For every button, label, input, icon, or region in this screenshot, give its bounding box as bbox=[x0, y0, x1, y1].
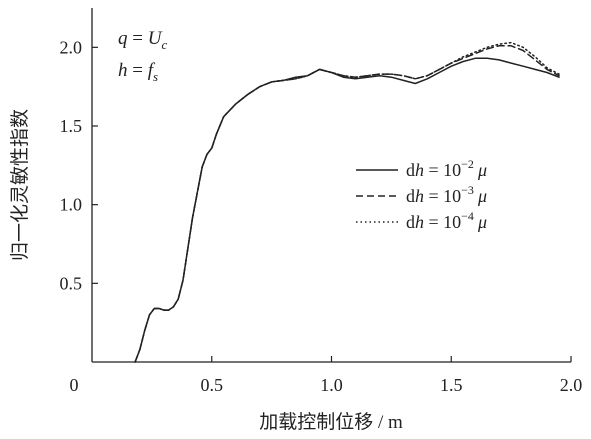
annotation-q-rhs: U bbox=[148, 28, 163, 49]
legend-3-mid: = 10 bbox=[424, 212, 461, 232]
legend-2-exp: −3 bbox=[461, 183, 474, 197]
legend-1-var: h bbox=[415, 160, 424, 180]
annotation-h-rhs: f bbox=[148, 60, 156, 81]
y-tick-label: 1.0 bbox=[60, 195, 83, 215]
legend-1-exp: −2 bbox=[461, 157, 474, 171]
annotation-q: q = Uc bbox=[118, 28, 167, 52]
y-tick-label: 2.0 bbox=[60, 37, 83, 57]
legend-label-1: dh = 10−2 μ bbox=[406, 157, 487, 180]
legend-entry-1: dh = 10−2 μ bbox=[356, 157, 487, 180]
annotation-q-sub: c bbox=[161, 37, 167, 52]
y-ticks: 0.5 1.0 1.5 2.0 bbox=[60, 37, 98, 293]
x-axis-title: 加载控制位移 / m bbox=[259, 411, 403, 433]
annotation-q-eq: = bbox=[128, 28, 148, 49]
x-ticks: 0 0.5 1.0 1.5 2.0 bbox=[70, 356, 583, 395]
legend-2-prefix: d bbox=[406, 186, 415, 206]
series-line-dotted bbox=[134, 41, 560, 363]
annotation-q-lhs: q bbox=[118, 28, 128, 49]
annotation-h-lhs: h bbox=[118, 60, 128, 81]
y-tick-label: 1.5 bbox=[60, 116, 83, 136]
legend-1-prefix: d bbox=[406, 160, 415, 180]
annotation-h-sub: s bbox=[153, 69, 158, 84]
legend-2-var: h bbox=[415, 186, 424, 206]
x-tick-label: 0 bbox=[70, 375, 79, 395]
axes bbox=[91, 8, 571, 363]
legend-3-prefix: d bbox=[406, 212, 415, 232]
annotation-h: h = fs bbox=[118, 60, 158, 84]
legend-1-mid: = 10 bbox=[424, 160, 461, 180]
legend-entry-2: dh = 10−3 μ bbox=[356, 183, 487, 206]
y-axis-title: 归一化灵敏性指数 bbox=[9, 109, 31, 261]
series-line-dashed bbox=[134, 45, 560, 363]
x-tick-label: 1.0 bbox=[320, 375, 343, 395]
legend-3-mu: μ bbox=[477, 212, 487, 232]
legend-entry-3: dh = 10−4 μ bbox=[356, 209, 487, 232]
x-tick-label: 2.0 bbox=[560, 375, 583, 395]
y-tick-label: 0.5 bbox=[60, 273, 83, 293]
legend-2-mid: = 10 bbox=[424, 186, 461, 206]
series-line-solid bbox=[134, 57, 560, 363]
legend-2-mu: μ bbox=[477, 186, 487, 206]
legend-3-var: h bbox=[415, 212, 424, 232]
legend-1-mu: μ bbox=[477, 160, 487, 180]
x-tick-label: 0.5 bbox=[201, 375, 224, 395]
legend-3-exp: −4 bbox=[461, 209, 474, 223]
legend-label-2: dh = 10−3 μ bbox=[406, 183, 487, 206]
legend-label-3: dh = 10−4 μ bbox=[406, 209, 487, 232]
annotation-h-eq: = bbox=[128, 60, 148, 81]
series-layer bbox=[134, 41, 560, 363]
legend: dh = 10−2 μ dh = 10−3 μ dh = 10−4 μ bbox=[356, 157, 487, 232]
x-tick-label: 1.5 bbox=[440, 375, 463, 395]
